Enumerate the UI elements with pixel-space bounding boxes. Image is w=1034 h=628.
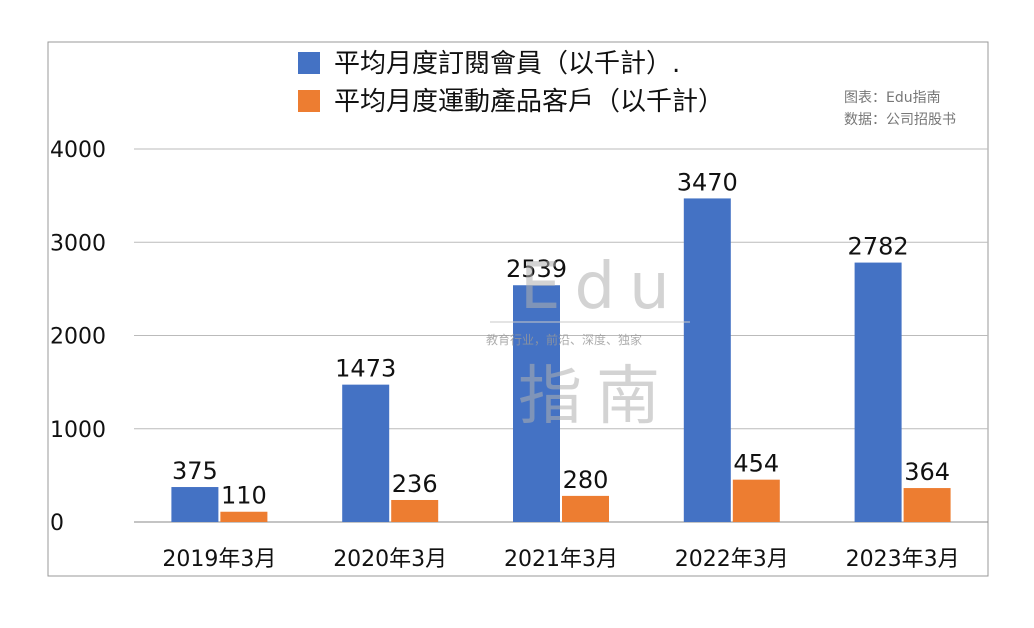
y-tick-label: 1000 xyxy=(50,418,106,443)
bar-value-label: 454 xyxy=(733,450,779,478)
x-category-label: 2021年3月 xyxy=(504,547,618,572)
bar-customers xyxy=(732,479,780,522)
gridlines xyxy=(134,148,988,523)
watermark-slogan: 教育行业，前沿、深度、独家 xyxy=(486,332,642,347)
bar-subscribers xyxy=(171,487,219,522)
source-note: 图表：Edu指南 数据：公司招股书 xyxy=(844,90,956,128)
bar-subscribers xyxy=(854,262,902,522)
bar-customers xyxy=(903,488,951,522)
legend-swatch-customers xyxy=(298,90,320,112)
bar-value-label: 280 xyxy=(563,466,609,494)
y-tick-label: 2000 xyxy=(50,325,106,350)
x-category-label: 2020年3月 xyxy=(333,547,447,572)
watermark-logo: Edu xyxy=(520,250,684,324)
bar-value-label: 3470 xyxy=(677,168,738,196)
source-note-chart: 图表：Edu指南 xyxy=(844,90,941,106)
x-category-label: 2023年3月 xyxy=(846,547,960,572)
y-tick-label: 0 xyxy=(50,511,64,536)
chart-frame xyxy=(47,41,989,577)
watermark-brand: 指南 xyxy=(518,360,674,434)
legend-label-customers: 平均月度運動產品客戶（以千計） xyxy=(334,87,724,117)
bar-value-label: 1473 xyxy=(335,355,396,383)
legend-label-subscribers: 平均月度訂閱會員（以千計）. xyxy=(334,49,680,79)
y-tick-label: 3000 xyxy=(50,231,106,256)
x-category-label: 2022年3月 xyxy=(675,547,789,572)
watermark: Edu 教育行业，前沿、深度、独家 指南 xyxy=(486,250,690,434)
bar-value-label: 2782 xyxy=(848,233,909,261)
bar-subscribers xyxy=(342,384,390,522)
bar-value-label: 110 xyxy=(221,482,267,510)
y-tick-label: 4000 xyxy=(50,138,106,163)
bar-subscribers xyxy=(513,285,560,522)
legend: 平均月度訂閱會員（以千計）. 平均月度運動產品客戶（以千計） xyxy=(298,49,724,117)
bar-value-label: 375 xyxy=(172,457,218,485)
x-axis-categories: 2019年3月 2020年3月 2021年3月 2022年3月 2023年3月 xyxy=(162,547,959,572)
y-axis-ticks: 0 1000 2000 3000 4000 xyxy=(50,138,106,536)
bar-customers xyxy=(562,495,609,522)
bar-customers xyxy=(391,499,439,522)
legend-swatch-subscribers xyxy=(298,52,320,74)
x-category-label: 2019年3月 xyxy=(162,547,276,572)
bar-value-label: 2539 xyxy=(506,255,567,283)
bar-value-label: 236 xyxy=(392,470,438,498)
bar-value-label: 364 xyxy=(904,458,950,486)
source-note-data: 数据：公司招股书 xyxy=(844,112,956,128)
bar-subscribers xyxy=(683,198,731,523)
bar-customers xyxy=(220,511,268,522)
